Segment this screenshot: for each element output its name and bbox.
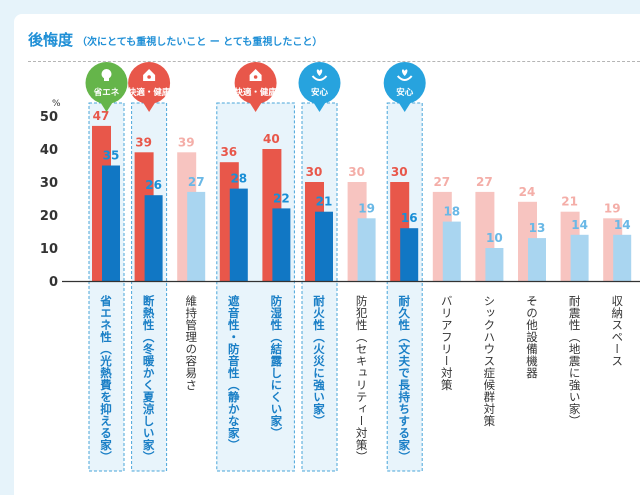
category-label: 防湿性（結露しにくい家） <box>269 294 283 439</box>
category-label: その他設備機器 <box>525 295 539 379</box>
category-label: 防犯性（セキュリティー対策） <box>355 294 369 463</box>
bar-series2 <box>613 234 632 281</box>
bar-series2 <box>229 188 248 281</box>
category-label: 耐火性（火災に強い家） <box>312 294 326 427</box>
data-label-series1: 19 <box>604 201 621 215</box>
y-tick-label: 40 <box>40 143 58 158</box>
bar-series2 <box>357 218 376 281</box>
badge-circle <box>85 62 128 104</box>
badge-circle <box>234 62 277 104</box>
badge-circle <box>298 62 341 104</box>
category-label: 収納スペース <box>610 295 624 367</box>
chart-title-main: 後悔度 <box>28 31 74 49</box>
category-label: 耐久性（文夫で長持ちする家） <box>397 294 411 463</box>
house-icon-heart <box>147 75 151 79</box>
y-tick-label: 10 <box>40 242 58 257</box>
data-label-series2: 18 <box>443 205 460 219</box>
bar-series2 <box>187 191 206 281</box>
data-label-series1: 39 <box>135 135 152 149</box>
data-label-series1: 40 <box>263 132 280 146</box>
badge-label: 快適・健康 <box>234 87 277 98</box>
hands-heart-icon <box>316 69 323 76</box>
house-icon-heart <box>253 75 258 79</box>
data-label-series1: 36 <box>220 145 237 159</box>
y-axis-unit: % <box>52 99 61 109</box>
data-label-series1: 27 <box>476 175 493 189</box>
bar-series2 <box>315 211 333 281</box>
y-tick-label: 0 <box>49 275 58 290</box>
data-label-series2: 14 <box>571 218 588 232</box>
data-label-series2: 13 <box>529 221 546 235</box>
bar-series2 <box>485 248 504 281</box>
data-label-series1: 39 <box>178 135 195 149</box>
badge-label: 安心 <box>396 87 414 98</box>
y-tick-label: 30 <box>40 176 58 191</box>
data-label-series2: 26 <box>145 178 162 192</box>
bar-series2 <box>272 208 291 281</box>
hands-heart-icon-hands <box>396 75 413 81</box>
category-label: 耐震性（地震に強い家） <box>568 295 582 427</box>
category-label: 維持管理の容易さ <box>184 295 198 391</box>
bar-series2 <box>400 228 419 281</box>
badge-circle <box>128 62 171 104</box>
badge-label: 安心 <box>311 87 329 98</box>
category-label: 遮音性・防音性（静かな家） <box>227 294 241 451</box>
data-label-series2: 16 <box>401 211 418 225</box>
data-label-series2: 10 <box>486 231 503 245</box>
data-label-series2: 19 <box>358 201 375 215</box>
data-label-series2: 21 <box>316 195 333 209</box>
badge-circle <box>383 62 426 104</box>
hands-heart-icon-hands <box>311 75 328 81</box>
badge-pointer <box>397 101 412 112</box>
data-label-series1: 30 <box>306 165 323 179</box>
lightbulb-icon-base <box>104 78 109 81</box>
data-label-series1: 24 <box>519 185 536 199</box>
chart-title-sub: （次にとても重視したいこと ー とても重視したこと） <box>77 37 323 48</box>
data-label-series2: 27 <box>188 175 205 189</box>
house-icon <box>143 69 156 81</box>
data-label-series2: 14 <box>614 218 631 232</box>
category-label: シックハウス症候群対策 <box>482 295 496 427</box>
data-label-series2: 35 <box>103 149 120 163</box>
badge-pointer <box>248 101 263 112</box>
category-label: 省エネ性（光熱費を抑える家） <box>99 294 113 463</box>
data-label-series1: 27 <box>433 175 450 189</box>
bar-series2 <box>570 234 589 281</box>
house-icon <box>249 69 262 81</box>
category-label: バリアフリー対策 <box>440 295 454 391</box>
title-divider <box>28 61 640 62</box>
lightbulb-icon <box>101 69 112 79</box>
badge-pointer <box>99 101 114 112</box>
badge-pointer <box>312 101 327 112</box>
data-label-series2: 28 <box>230 172 247 186</box>
highlight-box-3 <box>301 102 338 472</box>
badge-label: 快適・健康 <box>128 87 171 98</box>
badge-pointer <box>142 101 157 112</box>
bar-series2 <box>144 195 163 281</box>
badge-label: 省エネ <box>93 87 120 98</box>
y-tick-label: 20 <box>40 209 58 224</box>
data-label-series2: 22 <box>273 191 290 205</box>
data-label-series1: 30 <box>348 165 365 179</box>
bar-series2 <box>102 165 120 281</box>
category-label: 断熱性（冬暖かく夏涼しい家） <box>142 294 156 463</box>
data-label-series1: 30 <box>391 165 408 179</box>
y-tick-label: 50 <box>40 110 58 125</box>
chart-title: 後悔度 （次にとても重視したいこと ー とても重視したこと） <box>28 29 322 51</box>
data-label-series1: 47 <box>93 109 110 123</box>
bar-series2 <box>442 221 461 281</box>
data-label-series1: 21 <box>561 195 578 209</box>
bar-series2 <box>528 238 546 281</box>
hands-heart-icon <box>401 69 408 76</box>
